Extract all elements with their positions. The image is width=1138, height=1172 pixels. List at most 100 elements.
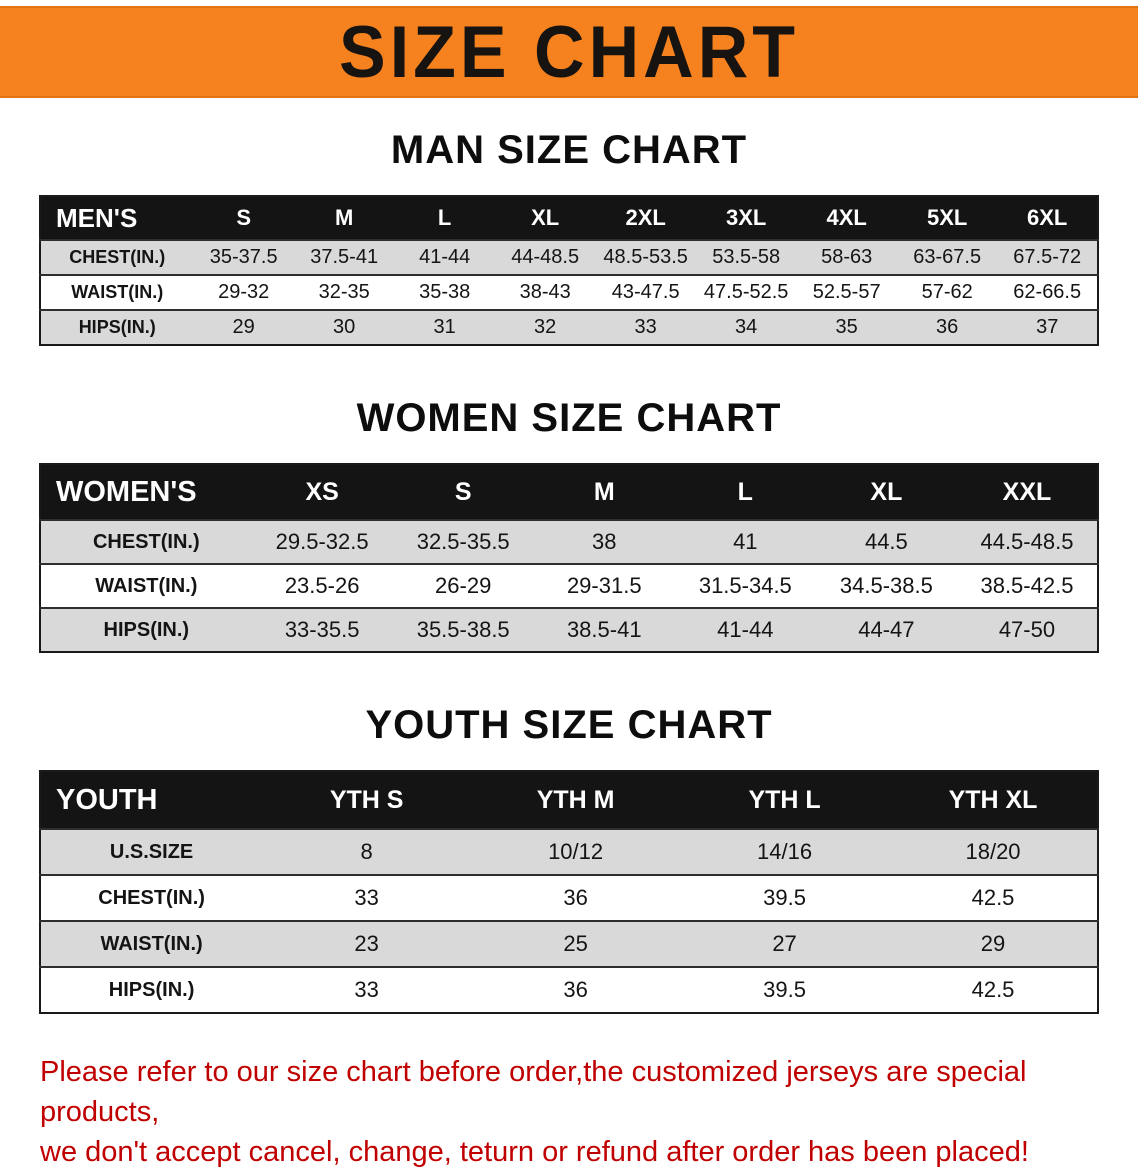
table-cell: 44-47 [858,617,915,642]
row-label: HIPS(IN.) [108,978,195,1001]
table-cell: 29 [980,931,1006,956]
youth-size-chart-section: YOUTH SIZE CHART YOUTH YTH S YTH M YTH L YTH … [0,703,1138,1014]
table-cell: 44-48.5 [511,246,580,268]
table-cell: 39.5 [763,885,806,910]
column-header: YTH S [329,785,404,814]
column-header: YTH L [748,785,821,814]
column-header: L [437,205,452,230]
table-cell: 63-67.5 [913,246,982,268]
table-cell: 23 [354,931,379,956]
column-header: M [593,477,615,506]
table-cell: 47.5-52.5 [703,281,789,303]
table-cell: 35-37.5 [209,246,278,268]
page-title: SIZE CHART [339,11,799,93]
table-cell: 29 [232,316,255,338]
table-cell: 35 [835,316,858,338]
table-cell: 32-35 [318,281,370,303]
table-cell: 62-66.5 [1013,281,1082,303]
table-row: CHEST(IN.) 33 36 39.5 42.5 [40,875,1098,921]
table-cell: 37 [1036,316,1059,338]
size-chart-page: { "banner": { "title": "SIZE CHART", "bg… [0,6,1138,1168]
column-header: XS [305,477,339,506]
row-label: HIPS(IN.) [78,317,156,337]
footer-line-2: we don't accept cancel, change, teturn o… [40,1136,1029,1169]
table-row: HIPS(IN.) 33 36 39.5 42.5 [40,967,1098,1013]
table-title: MEN'S [56,202,138,233]
row-label: CHEST(IN.) [92,530,200,553]
column-header: M [334,205,354,230]
header-row: MEN'S S M L XL 2XL 3XL 4XL 5XL 6XL [40,196,1098,240]
footer-line-1: Please refer to our size chart before or… [40,1056,1027,1129]
table-cell: 25 [563,931,588,956]
row-label: WAIST(IN.) [71,282,164,302]
table-cell: 38.5-42.5 [980,573,1074,598]
table-cell: 29-31.5 [566,573,642,598]
table-cell: 29-32 [218,281,270,303]
size-chart-banner: SIZE CHART [0,6,1138,98]
table-cell: 34 [735,316,758,338]
table-title: YOUTH [56,783,158,816]
table-cell: 23.5-26 [284,573,360,598]
column-header: 3XL [725,205,767,230]
table-row: CHEST(IN.) 35-37.5 37.5-41 41-44 44-48.5 48.5… [40,240,1098,275]
table-row: WAIST(IN.) 23.5-26 26-29 29-31.5 31.5-34.5 34… [40,564,1098,608]
row-label: WAIST(IN.) [100,932,203,955]
column-header: XXL [1002,477,1052,506]
column-header: XL [531,205,560,230]
table-cell: 37.5-41 [310,246,379,268]
table-cell: 35-38 [419,281,471,303]
table-cell: 44.5 [864,529,908,554]
table-row: U.S.SIZE 8 10/12 14/16 18/20 [40,829,1098,875]
column-header: YTH M [536,785,615,814]
table-cell: 67.5-72 [1013,246,1082,268]
table-cell: 18/20 [965,839,1021,864]
table-row: WAIST(IN.) 23 25 27 29 [40,921,1098,967]
table-cell: 31.5-34.5 [698,573,792,598]
table-cell: 41-44 [717,617,774,642]
table-cell: 44.5-48.5 [980,529,1074,554]
table-cell: 29.5-32.5 [275,529,369,554]
table-cell: 38.5-41 [566,617,642,642]
table-cell: 38 [592,529,617,554]
table-row: CHEST(IN.) 29.5-32.5 32.5-35.5 38 41 44.5 44.5… [40,520,1098,564]
table-cell: 41 [733,529,758,554]
row-label: CHEST(IN.) [98,886,205,909]
table-cell: 36 [936,316,959,338]
table-cell: 33-35.5 [284,617,360,642]
table-cell: 8 [360,839,373,864]
table-cell: 43-47.5 [611,281,680,303]
table-cell: 58-63 [821,246,873,268]
table-title: WOMEN'S [56,475,197,508]
table-cell: 34.5-38.5 [839,573,933,598]
women-section-heading: WOMEN SIZE CHART [356,396,782,440]
column-header: YTH XL [948,785,1038,814]
table-cell: 42.5 [971,885,1015,910]
table-row: WAIST(IN.) 29-32 32-35 35-38 38-43 43-47.5 47.… [40,275,1098,310]
row-label: HIPS(IN.) [103,618,190,641]
table-cell: 47-50 [998,617,1056,642]
column-header: S [236,205,251,230]
table-cell: 32.5-35.5 [416,529,510,554]
table-cell: 52.5-57 [812,281,881,303]
men-size-table: MEN'S S M L XL 2XL 3XL 4XL 5XL 6XL CHEST(IN.) 35-37… [39,195,1099,346]
table-cell: 10/12 [548,839,604,864]
table-cell: 31 [433,316,456,338]
youth-section-heading: YOUTH SIZE CHART [365,703,773,747]
column-header: L [737,477,753,506]
table-cell: 36 [563,977,588,1002]
column-header: XL [870,477,903,506]
table-row: HIPS(IN.) 33-35.5 35.5-38.5 38.5-41 41-44 44-… [40,608,1098,652]
table-cell: 33 [354,885,379,910]
men-section-heading: MAN SIZE CHART [390,128,748,172]
table-cell: 57-62 [921,281,973,303]
column-header: 4XL [826,205,867,230]
table-cell: 32 [534,316,557,338]
youth-size-table: YOUTH YTH S YTH M YTH L YTH XL U.S.SIZE 8 10/12… [39,770,1099,1014]
table-cell: 33 [634,316,657,338]
table-cell: 41-44 [419,246,471,268]
chart-sections: MAN SIZE CHART MEN'S S M L XL 2XL 3XL 4XL 5XL 6XL C… [0,128,1138,1014]
table-cell: 36 [563,885,588,910]
table-cell: 14/16 [757,839,813,864]
row-label: WAIST(IN.) [95,574,198,597]
table-cell: 53.5-58 [712,246,781,268]
